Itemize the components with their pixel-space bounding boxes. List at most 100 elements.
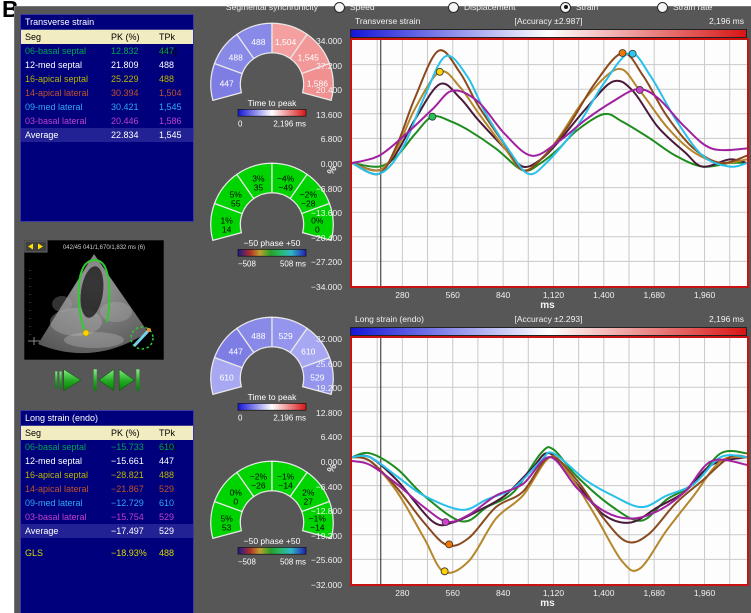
lv-contour xyxy=(77,259,111,333)
tpk-value: 1,545 xyxy=(159,102,182,112)
chart-header: Long strain (endo) [Accuracy ±2.293] 2,1… xyxy=(350,313,747,326)
table-row: 06-basal septal 12.832 447 xyxy=(21,44,193,58)
strain-curve xyxy=(351,49,748,176)
tpk-value: 529 xyxy=(159,484,175,494)
colorbar-min: −508 xyxy=(238,259,256,268)
pk-value: 12.832 xyxy=(111,46,139,56)
col-tpk: TPk (ms) xyxy=(159,428,177,452)
table-header-row: Seg PK (%) TPk (ms) xyxy=(21,30,193,56)
segment-ms: −26 xyxy=(251,480,266,490)
colorbar-title: Time to peak xyxy=(248,392,298,402)
prev-frame-arrow-icon[interactable] xyxy=(28,243,33,250)
radio-circle[interactable] xyxy=(448,1,459,13)
colorbar-max: 508 ms xyxy=(280,557,306,566)
segment-ms: 0 xyxy=(233,496,238,506)
bullseye-ttp-long: 610 447 488 529 610 529 Time to peak 0 2,196 m… xyxy=(204,308,340,424)
y-tick-label: 0.000 xyxy=(320,159,342,169)
table-title: Long strain (endo) xyxy=(21,411,193,426)
radio-circle[interactable] xyxy=(657,1,668,13)
radio-label: Strain xyxy=(576,2,599,12)
prev-frame-button[interactable] xyxy=(93,368,115,392)
strain-curve xyxy=(351,454,748,548)
colorbar-title: −50 phase +50 xyxy=(244,238,301,248)
segment-ms: −14 xyxy=(278,480,293,490)
x-tick-label: 1,120 xyxy=(542,588,565,598)
colorbar xyxy=(237,249,307,257)
tpk-value: 1,586 xyxy=(159,116,182,126)
col-seg: Seg xyxy=(25,32,42,42)
seg-name: 14-apical lateral xyxy=(25,88,89,98)
play-button[interactable] xyxy=(55,368,82,392)
table-row: 16-apical septal −28.821 488 xyxy=(21,468,193,482)
radio-strain[interactable]: Strain xyxy=(560,1,598,13)
strain-curve xyxy=(351,112,748,172)
segment-value: 1,586 xyxy=(307,79,329,89)
transverse-strain-table: Transverse strain Seg PK (%) TPk (ms) 06… xyxy=(20,14,194,222)
pk-value: 30.421 xyxy=(111,102,139,112)
seg-name: 16-apical septal xyxy=(25,470,89,480)
y-tick-label: −25.600 xyxy=(311,555,342,566)
x-tick-label: 840 xyxy=(495,588,511,598)
time-to-peak-colorbar xyxy=(350,29,747,38)
col-seg: Seg xyxy=(25,428,42,438)
pk-value: −15.733 xyxy=(111,442,144,452)
segment-percent: −1% xyxy=(277,471,295,481)
pk-value: −21.867 xyxy=(111,484,144,494)
pk-value: 25.229 xyxy=(111,74,139,84)
gls-row: GLS −18.93% 488 xyxy=(21,546,193,560)
segment-basal-lateral xyxy=(301,500,334,540)
y-tick-label: −6.800 xyxy=(315,183,342,194)
next-frame-button[interactable] xyxy=(118,368,140,392)
bullseye-phase-long: 5% 53 0% 0 −2% −26 −1% −14 2% 27 −1% −14 −50 phase +… xyxy=(204,452,340,568)
long-strain-table: Long strain (endo) Seg PK (%) TPk (ms) 0… xyxy=(20,410,194,613)
strain-curve xyxy=(351,451,748,511)
y-axis-labels: 34.000 27.200 20.400 13.600 6.800 0.000 −6.800… xyxy=(300,36,345,292)
y-tick-label: −20.400 xyxy=(311,232,342,243)
radio-speed[interactable]: Speed xyxy=(334,1,375,13)
y-axis-labels: 32.000 25.600 19.200 12.800 6.400 0.000 −6.400… xyxy=(300,334,345,590)
x-tick-label: 1,400 xyxy=(593,290,615,300)
pk-value: 21.809 xyxy=(111,60,139,70)
long-strain-chart: Long strain (endo) [Accuracy ±2.293] 2,1… xyxy=(300,313,751,611)
pk-value: −12.729 xyxy=(111,498,144,508)
transverse-strain-chart: Transverse strain [Accuracy ±2.987] 2,19… xyxy=(300,15,751,313)
seg-name: Average xyxy=(25,130,59,140)
radio-circle[interactable] xyxy=(334,1,345,13)
colorbar-min: 0 xyxy=(238,119,243,128)
pk-value: −15.661 xyxy=(111,456,144,466)
pk-value: −15.754 xyxy=(111,512,144,522)
segment-ms: 55 xyxy=(231,198,241,208)
col-tpk: TPk (ms) xyxy=(159,32,177,56)
time-to-peak-colorbar xyxy=(350,327,747,336)
contour-anchor-point xyxy=(82,329,90,337)
radio-strain-rate[interactable]: Strain rate xyxy=(657,1,712,13)
peak-marker xyxy=(618,49,627,57)
x-axis-unit: ms xyxy=(540,598,555,609)
next-frame-arrow-icon[interactable] xyxy=(38,243,43,250)
segment-percent: −2% xyxy=(300,189,318,199)
chart-title: Transverse strain xyxy=(355,16,421,26)
peak-marker xyxy=(435,67,444,76)
frame-step-buttons[interactable] xyxy=(24,240,48,253)
colorbar-title: Time to peak xyxy=(248,98,298,108)
y-tick-label: −19.200 xyxy=(311,530,342,541)
segment-percent: 5% xyxy=(230,189,243,199)
radio-displacement[interactable]: Displacement xyxy=(448,1,516,13)
strain-plot[interactable] xyxy=(350,38,749,288)
y-tick-label: −12.800 xyxy=(311,506,342,517)
chart-duration: 2,196 ms xyxy=(709,16,744,26)
table-row: 06-basal septal −15.733 610 xyxy=(21,440,193,454)
peak-marker xyxy=(428,112,437,121)
seg-name: 16-apical septal xyxy=(25,74,89,84)
segment-value: 610 xyxy=(301,347,315,357)
strain-curve xyxy=(351,88,748,164)
radio-circle[interactable] xyxy=(560,1,571,13)
y-tick-label: 12.800 xyxy=(316,407,342,418)
chart-header: Transverse strain [Accuracy ±2.987] 2,19… xyxy=(350,15,747,28)
seg-name: 09-med lateral xyxy=(25,498,83,508)
seg-name: Average xyxy=(25,526,59,536)
strain-plot[interactable] xyxy=(350,336,749,586)
col-pk: PK (%) xyxy=(111,428,140,438)
colorbar-max: 2,196 ms xyxy=(273,413,306,422)
tpk-value: 488 xyxy=(159,470,175,480)
